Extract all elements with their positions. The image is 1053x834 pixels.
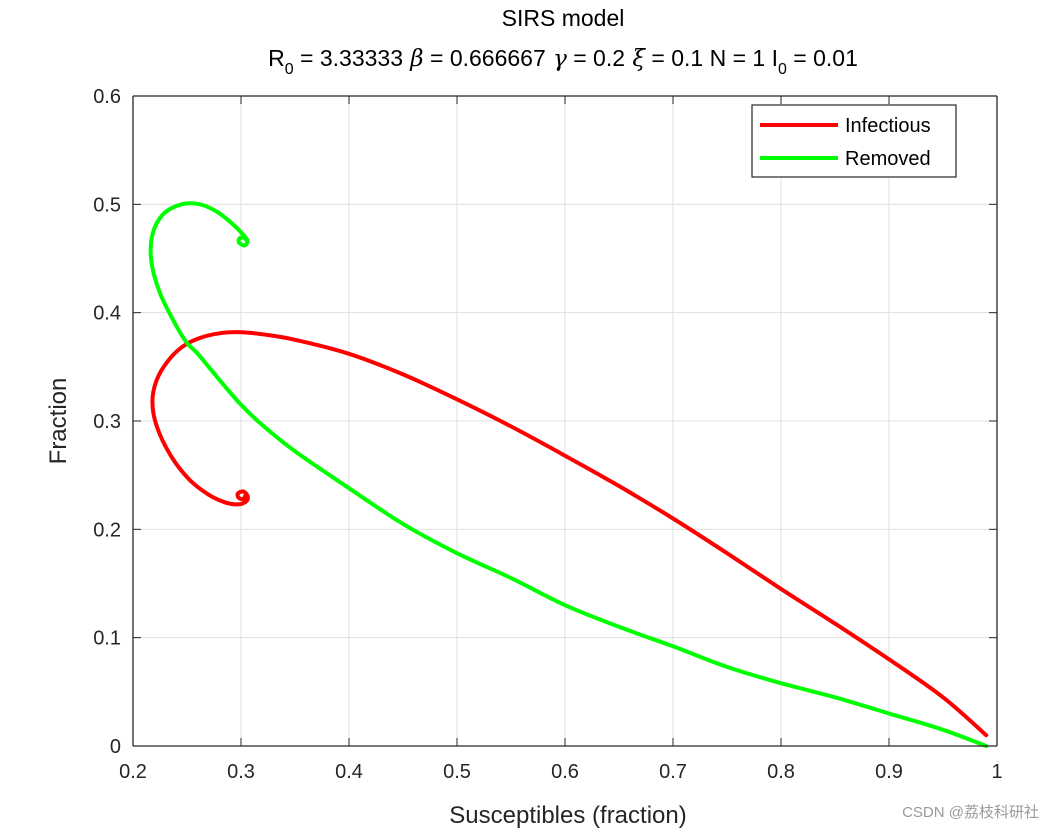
subtitle-subscript: 0 bbox=[778, 61, 787, 78]
legend-label-removed: Removed bbox=[845, 148, 931, 170]
x-tick-label: 0.2 bbox=[119, 761, 147, 783]
subtitle-value: = 0.666667 bbox=[424, 45, 546, 71]
axes bbox=[132, 95, 998, 747]
y-tick-label: 0.2 bbox=[93, 519, 121, 541]
chart-title: SIRS model bbox=[502, 5, 625, 31]
y-tick-label: 0.6 bbox=[93, 86, 121, 108]
x-axis-label: Susceptibles (fraction) bbox=[449, 802, 686, 829]
subtitle-value: = 0.1 bbox=[645, 45, 703, 71]
tick-labels: 0.2 0.3 0.4 0.5 0.6 0.7 0.8 0.9 1 0 0.1 0.2 0.3 0.4 0.… bbox=[93, 86, 1002, 783]
y-tick-label: 0.5 bbox=[93, 194, 121, 216]
subtitle-value: = 0.01 bbox=[787, 45, 858, 71]
x-tick-label: 0.3 bbox=[227, 761, 255, 783]
subtitle-symbol: β bbox=[403, 46, 424, 72]
subtitle-symbol: N bbox=[703, 45, 726, 71]
x-tick-label: 0.4 bbox=[335, 761, 363, 783]
x-tick-label: 0.5 bbox=[443, 761, 471, 783]
y-tick-label: 0.3 bbox=[93, 411, 121, 433]
legend-label-infectious: Infectious bbox=[845, 115, 931, 137]
x-tick-label: 0.9 bbox=[875, 761, 903, 783]
subtitle-symbol: ξ bbox=[625, 46, 646, 72]
watermark: CSDN @荔枝科研社 bbox=[902, 804, 1039, 821]
x-tick-label: 0.7 bbox=[659, 761, 687, 783]
legend-box bbox=[751, 104, 957, 178]
series-line-removed bbox=[148, 201, 989, 748]
series-lines bbox=[148, 201, 989, 748]
y-tick-label: 0.1 bbox=[93, 628, 121, 650]
y-tick-label: 0.4 bbox=[93, 303, 121, 325]
subtitle-symbol: γ bbox=[546, 46, 567, 72]
subtitle-value: = 1 bbox=[726, 45, 765, 71]
chart-subtitle: R0 = 3.33333 β = 0.666667 γ = 0.2 ξ = 0.… bbox=[268, 45, 858, 78]
subtitle-subscript: 0 bbox=[285, 61, 294, 78]
x-tick-label: 0.6 bbox=[551, 761, 579, 783]
x-tick-label: 0.8 bbox=[767, 761, 795, 783]
subtitle-value: = 0.2 bbox=[567, 45, 625, 71]
subtitle-value: = 3.33333 bbox=[294, 45, 403, 71]
y-tick-label: 0 bbox=[110, 736, 121, 758]
subtitle-symbol: I bbox=[765, 45, 778, 71]
series-line-infectious bbox=[150, 330, 989, 738]
x-tick-label: 1 bbox=[991, 761, 1002, 783]
y-axis-label: Fraction bbox=[45, 378, 72, 465]
subtitle-symbol: R bbox=[268, 45, 285, 71]
legend: Infectious Removed bbox=[751, 104, 957, 178]
